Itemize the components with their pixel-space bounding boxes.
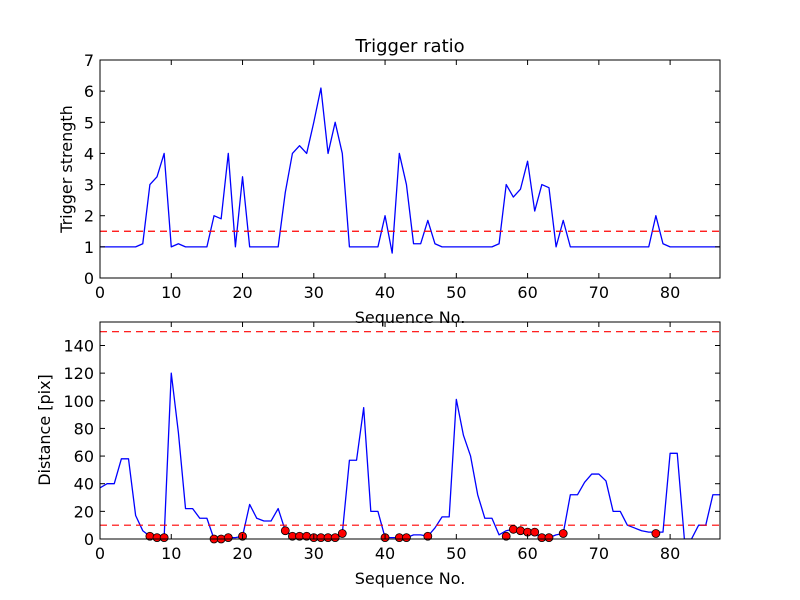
bottom-data-marker (516, 526, 525, 536)
top-x-axis-label: Sequence No. (355, 308, 466, 327)
top-series-group (100, 87, 720, 254)
top-y-tick-label: 2 (84, 207, 94, 226)
top-series-line (100, 87, 720, 254)
top-x-tick-label: 20 (232, 283, 252, 302)
top-ticks: 0 10 20 30 40 50 60 70 80 0 1 2 3 4 5 6 7 (84, 51, 720, 302)
bottom-y-tick-label: 40 (74, 475, 94, 494)
top-x-tick-label: 40 (375, 283, 395, 302)
top-y-tick-label: 7 (84, 51, 94, 70)
bottom-data-marker (223, 533, 233, 543)
top-x-tick-label: 10 (161, 283, 181, 302)
bottom-x-tick-label: 50 (446, 544, 466, 563)
bottom-y-tick-label: 100 (63, 392, 94, 411)
bottom-ticks: 0 10 20 30 40 50 60 70 80 0 20 40 60 80 100 120 140 (63, 322, 720, 563)
top-y-tick-label: 1 (84, 238, 94, 257)
bottom-data-marker (423, 531, 433, 541)
bottom-data-marker (330, 533, 340, 543)
bottom-data-marker (530, 527, 540, 537)
bottom-y-tick-label: 60 (74, 447, 94, 466)
bottom-plot-area (100, 331, 720, 544)
bottom-x-tick-label: 30 (304, 544, 324, 563)
top-y-axis-label: Trigger strength (57, 105, 76, 234)
bottom-x-tick-label: 10 (161, 544, 181, 563)
bottom-y-tick-label: 20 (74, 502, 94, 521)
bottom-chart: 0 10 20 30 40 50 60 70 80 0 20 40 60 80 100 120 140 Sequ… (35, 321, 721, 588)
top-y-tick-label: 0 (84, 269, 94, 288)
top-y-tick-label: 5 (84, 113, 94, 132)
bottom-x-tick-label: 40 (375, 544, 395, 563)
bottom-data-marker (402, 533, 411, 543)
top-axes-frame (99, 59, 721, 279)
bottom-data-marker (280, 526, 290, 536)
top-plot-area (100, 87, 720, 254)
top-x-tick-label: 0 (95, 283, 105, 302)
bottom-data-marker (558, 529, 568, 538)
bottom-y-tick-label: 140 (63, 336, 94, 355)
bottom-axes-frame (99, 321, 721, 540)
top-x-tick-label: 30 (304, 283, 324, 302)
bottom-data-marker (159, 533, 169, 543)
top-x-tick-label: 70 (589, 283, 609, 302)
bottom-y-axis-label: Distance [pix] (35, 374, 54, 486)
bottom-y-tick-label: 120 (63, 364, 94, 383)
bottom-y-tick-label: 0 (84, 530, 94, 549)
bottom-data-marker (508, 524, 518, 534)
bottom-x-axis-label: Sequence No. (355, 569, 466, 588)
bottom-data-marker (544, 533, 554, 543)
top-y-tick-label: 6 (84, 82, 94, 101)
top-y-tick-label: 3 (84, 176, 94, 195)
top-x-tick-label: 80 (660, 283, 680, 302)
top-y-tick-label: 4 (84, 144, 94, 163)
bottom-data-marker (501, 531, 511, 541)
bottom-x-tick-label: 60 (517, 544, 537, 563)
top-x-tick-label: 50 (446, 283, 466, 302)
bottom-x-tick-label: 0 (95, 544, 105, 563)
bottom-x-tick-label: 20 (232, 544, 252, 563)
bottom-x-tick-label: 70 (589, 544, 609, 563)
top-chart: Trigger ratio 0 10 20 30 40 50 60 70 8001234567 … (57, 36, 721, 327)
bottom-data-marker (651, 529, 661, 538)
bottom-x-tick-label: 80 (660, 544, 680, 563)
bottom-y-tick-label: 80 (74, 419, 94, 438)
top-chart-title: Trigger ratio (354, 36, 464, 57)
bottom-data-marker (337, 529, 347, 538)
top-x-tick-label: 60 (517, 283, 537, 302)
